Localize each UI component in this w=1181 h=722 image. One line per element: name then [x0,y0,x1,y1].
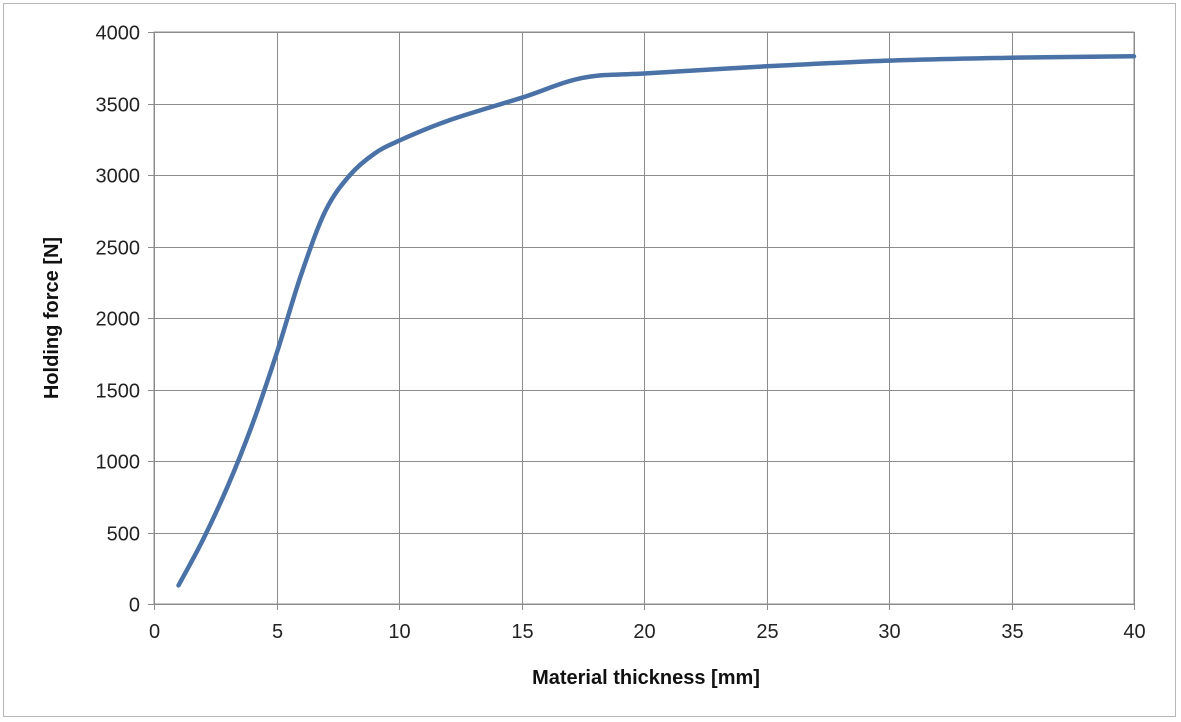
x-tick-label: 10 [388,621,410,643]
x-tick-label: 0 [149,621,160,643]
chart-frame [3,3,1176,717]
tick-labels: 0 500 1000 1500 2000 2500 3000 3500 4000 0 5 10 15 20… [96,23,1146,644]
x-axis-title: Material thickness [mm] [532,667,760,689]
x-tick-label: 30 [878,621,900,643]
series-line-0 [176,54,1137,588]
x-tick-label: 5 [272,621,283,643]
y-tick-label: 4000 [96,23,141,45]
y-tick-label: 3500 [96,95,141,117]
y-tick-label: 3000 [96,166,141,188]
x-tick-label: 40 [1123,621,1145,643]
x-tick-label: 20 [633,621,655,643]
y-tick-label: 2000 [96,309,141,331]
y-tick-label: 500 [107,524,140,546]
series-lines [176,54,1137,588]
y-axis-title: Holding force [N] [41,237,63,399]
grid [148,31,1135,610]
x-tick-label: 35 [1001,621,1023,643]
x-tick-label: 15 [511,621,533,643]
y-tick-label: 1500 [96,381,141,403]
y-tick-label: 0 [129,595,140,617]
y-tick-label: 1000 [96,452,141,474]
y-tick-label: 2500 [96,238,141,260]
x-tick-label: 25 [756,621,778,643]
